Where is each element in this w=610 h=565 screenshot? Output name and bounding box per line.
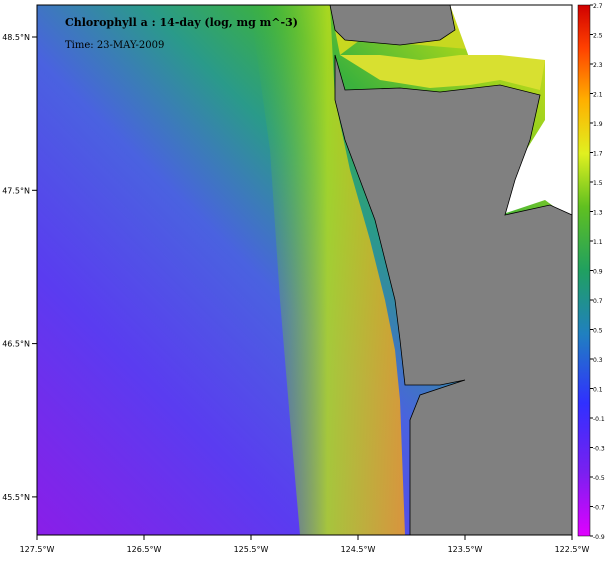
colorbar-label: 0.9 (593, 269, 603, 276)
lon-label: 125.5°W (234, 545, 269, 554)
land (329, 5, 456, 46)
colorbar-label: -0.3 (593, 446, 605, 453)
lat-label: 48.5°N (2, 33, 30, 42)
lon-label: 127.5°W (20, 545, 55, 554)
lon-label: 123.5°W (448, 545, 483, 554)
map-time: Time: 23-MAY-2009 (65, 40, 164, 51)
colorbar-label: -0.5 (593, 475, 605, 482)
colorbar-label: -0.9 (593, 534, 605, 541)
lat-label: 45.5°N (2, 493, 30, 502)
colorbar-label: 1.7 (593, 151, 603, 158)
lon-label: 124.5°W (341, 545, 376, 554)
colorbar-label: -0.7 (593, 505, 605, 512)
lon-label: 122.5°W (555, 545, 590, 554)
coastal-bloom (250, 5, 405, 535)
map-area (37, 5, 572, 535)
colorbar-label: 2.1 (593, 92, 603, 99)
colorbar-label: 0.7 (593, 298, 603, 305)
map-frame (36, 4, 573, 536)
colorbar-label: 0.5 (593, 328, 603, 335)
colorbar-label: 1.3 (593, 210, 603, 217)
lat-label: 47.5°N (2, 186, 30, 195)
strait-water (340, 55, 545, 90)
colorbar-label: 0.1 (593, 387, 603, 394)
lon-label: 126.5°W (127, 545, 162, 554)
colorbar-label: 2.7 (593, 3, 603, 10)
colorbar-label: 0.3 (593, 357, 603, 364)
map-title: Chlorophyll a : 14-day (log, mg m^-3) (65, 16, 298, 29)
colorbar-label: -0.1 (593, 416, 605, 423)
colorbar-label: 1.5 (593, 180, 603, 187)
colorbar (577, 4, 591, 537)
colorbar-label: 1.1 (593, 239, 603, 246)
land (334, 54, 572, 535)
colorbar-label: 2.5 (593, 33, 603, 40)
colorbar-label: 2.3 (593, 62, 603, 69)
lat-label: 46.5°N (2, 340, 30, 349)
colorbar-label: 1.9 (593, 121, 603, 128)
